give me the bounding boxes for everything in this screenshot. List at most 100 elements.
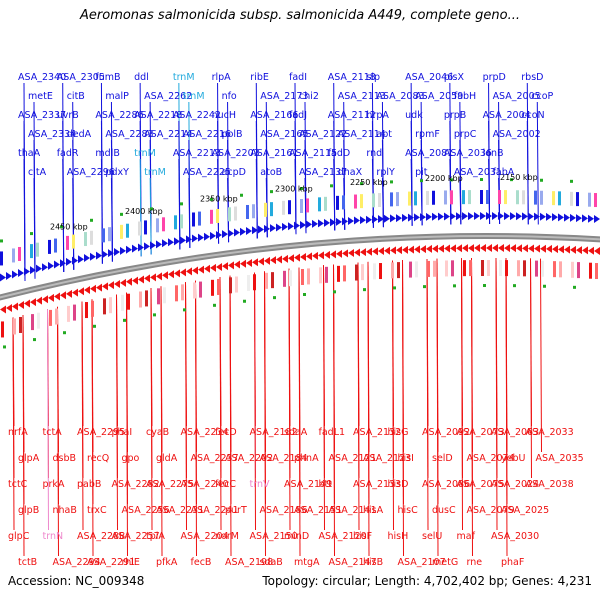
gene-label-fadl1[interactable]: fadL1 — [319, 427, 346, 438]
gene-label-asa_2107[interactable]: ASA_2107 — [398, 557, 446, 568]
gene-label-fadr[interactable]: fadR — [57, 148, 79, 159]
gene-label-polb[interactable]: polB — [222, 129, 243, 140]
gene-label-asa_2202[interactable]: ASA_2202 — [225, 453, 273, 464]
gene-label-fadd[interactable]: fadD — [328, 148, 351, 159]
gene-label-asa_2334[interactable]: ASA_2334 — [28, 129, 76, 140]
gene-label-hish[interactable]: hisH — [388, 531, 409, 542]
gene-label-asa_2114[interactable]: ASA_2114 — [338, 129, 386, 140]
gene-label-nhab[interactable]: nhaB — [53, 505, 77, 516]
gene-label-asa_2133[interactable]: ASA_2133 — [353, 479, 401, 490]
gene-label-asa_2083[interactable]: ASA_2083 — [376, 91, 424, 102]
gene-label-trnn[interactable]: trnN — [43, 531, 64, 542]
gene-label-hrpa[interactable]: hrpA — [366, 110, 389, 121]
gene-label-glda[interactable]: gldA — [156, 453, 178, 464]
gene-label-asa_2240[interactable]: ASA_2240 — [181, 479, 229, 490]
gene-label-apt[interactable]: apt — [376, 129, 392, 140]
gene-label-mtga[interactable]: mtgA — [294, 557, 320, 568]
gene-label-pdxy[interactable]: pdxY — [105, 167, 129, 178]
gene-label-asa_2005[interactable]: ASA_2005 — [493, 91, 541, 102]
gene-label-rply[interactable]: rplY — [376, 167, 395, 178]
gene-label-prpc[interactable]: prpC — [454, 129, 477, 140]
gene-label-nuch[interactable]: nucH — [212, 110, 236, 121]
gene-label-rhle[interactable]: rhlE — [122, 557, 140, 568]
gene-label-trnm[interactable]: trnM — [183, 91, 205, 102]
gene-label-mete[interactable]: metE — [28, 91, 53, 102]
gene-label-btt[interactable]: btt — [319, 479, 333, 490]
gene-label-asa_2161[interactable]: ASA_2161 — [250, 148, 298, 159]
gene-label-dsbb[interactable]: dsbB — [53, 453, 77, 464]
gene-label-asa_2184[interactable]: ASA_2184 — [260, 453, 308, 464]
gene-label-gpo[interactable]: gpo — [122, 453, 140, 464]
gene-label-recq[interactable]: recQ — [87, 453, 109, 464]
gene-label-asa_2286[interactable]: ASA_2286 — [95, 110, 143, 121]
gene-label-asa_2118[interactable]: ASA_2118 — [328, 72, 376, 83]
gene-label-glpb[interactable]: glpB — [18, 505, 39, 516]
gene-label-citb[interactable]: citB — [67, 91, 85, 102]
gene-label-asa_2035[interactable]: ASA_2035 — [536, 453, 584, 464]
gene-label-fabh[interactable]: fabH — [454, 91, 476, 102]
gene-label-asa_2186[interactable]: ASA_2186 — [260, 505, 308, 516]
gene-label-hisi[interactable]: hisI — [398, 453, 414, 464]
gene-label-asa_2340[interactable]: ASA_2340 — [18, 72, 66, 83]
gene-label-ccon[interactable]: ccoN — [521, 110, 544, 121]
gene-label-norm[interactable]: norM — [215, 531, 239, 542]
gene-label-asa_2004[interactable]: ASA_2004 — [483, 110, 531, 121]
gene-label-hisb[interactable]: hisB — [363, 557, 383, 568]
gene-label-asa_2237[interactable]: ASA_2237 — [191, 453, 239, 464]
gene-label-glpc[interactable]: glpC — [8, 531, 30, 542]
gene-label-plsx[interactable]: plsX — [444, 72, 465, 83]
gene-label-asa_2337[interactable]: ASA_2337 — [18, 110, 66, 121]
gene-label-asa_2073[interactable]: ASA_2073 — [457, 427, 505, 438]
gene-label-fecd[interactable]: fecD — [215, 427, 237, 438]
gene-label-asa_2242[interactable]: ASA_2242 — [173, 110, 221, 121]
gene-label-rbsd[interactable]: rbsD — [521, 72, 543, 83]
gene-label-hisg[interactable]: hisG — [388, 427, 409, 438]
gene-label-asa_2150[interactable]: ASA_2150 — [250, 531, 298, 542]
gene-label-tcta[interactable]: tctA — [43, 427, 63, 438]
gene-label-atob[interactable]: atoB — [260, 167, 282, 178]
gene-label-metg[interactable]: metG — [432, 557, 458, 568]
gene-label-asa_2283[interactable]: ASA_2283 — [105, 129, 153, 140]
gene-label-asa_2218[interactable]: ASA_2218 — [134, 110, 182, 121]
gene-label-ddl[interactable]: ddl — [134, 72, 149, 83]
gene-label-cyab[interactable]: cyaB — [146, 427, 169, 438]
gene-label-rnd[interactable]: rnd — [366, 148, 382, 159]
gene-label-fadi[interactable]: fadI — [289, 72, 307, 83]
gene-label-asa_2288[interactable]: ASA_2288 — [77, 531, 125, 542]
gene-label-fadj[interactable]: fadJ — [289, 110, 307, 121]
gene-label-asa_2086[interactable]: ASA_2086 — [422, 479, 470, 490]
gene-label-asa_2149[interactable]: ASA_2149 — [284, 479, 332, 490]
gene-label-faba[interactable]: fabA — [493, 167, 515, 178]
gene-label-asa_2113[interactable]: ASA_2113 — [338, 91, 386, 102]
gene-label-asa_2262[interactable]: ASA_2262 — [144, 91, 192, 102]
gene-label-nrfa[interactable]: nrfA — [8, 427, 28, 438]
gene-label-asa_2121[interactable]: ASA_2121 — [329, 453, 377, 464]
gene-label-hisd[interactable]: hisD — [388, 479, 409, 490]
gene-label-asa_2081[interactable]: ASA_2081 — [405, 148, 453, 159]
gene-label-asa_2002[interactable]: ASA_2002 — [493, 129, 541, 140]
gene-label-hisa[interactable]: hisA — [363, 505, 384, 516]
gene-label-fecc[interactable]: fecC — [215, 479, 236, 490]
gene-label-asa_2075[interactable]: ASA_2075 — [457, 479, 505, 490]
gene-label-tctc[interactable]: tctC — [8, 479, 28, 490]
gene-label-asa_2295[interactable]: ASA_2295 — [77, 427, 125, 438]
gene-label-trxc[interactable]: trxC — [87, 505, 107, 516]
gene-label-asa_2234[interactable]: ASA_2234 — [181, 427, 229, 438]
gene-label-asa_2182[interactable]: ASA_2182 — [250, 427, 298, 438]
gene-label-hisf[interactable]: hisF — [353, 531, 372, 542]
gene-label-rpmf[interactable]: rpmF — [415, 129, 440, 140]
gene-label-tctb[interactable]: tctB — [18, 557, 37, 568]
gene-label-asa_2256[interactable]: ASA_2256 — [122, 505, 170, 516]
gene-label-mdlb[interactable]: mdlB — [95, 148, 119, 159]
gene-label-uvrb[interactable]: uvrB — [57, 110, 79, 121]
gene-label-asa_2147[interactable]: ASA_2147 — [329, 557, 377, 568]
gene-label-asa_2231[interactable]: ASA_2231 — [156, 505, 204, 516]
gene-label-yebu[interactable]: yebU — [501, 453, 525, 464]
gene-label-glpa[interactable]: glpA — [18, 453, 40, 464]
gene-label-pabb[interactable]: pabB — [77, 479, 101, 490]
gene-label-asa_2165[interactable]: ASA_2165 — [260, 129, 308, 140]
gene-label-dusc[interactable]: dusC — [432, 505, 456, 516]
gene-label-asa_2241[interactable]: ASA_2241 — [191, 505, 239, 516]
gene-label-asa_2294[interactable]: ASA_2294 — [53, 557, 101, 568]
gene-label-asa_2030[interactable]: ASA_2030 — [491, 531, 539, 542]
